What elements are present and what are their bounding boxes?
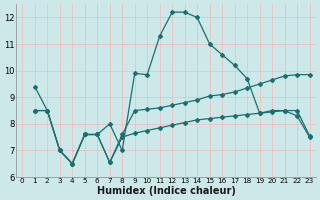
X-axis label: Humidex (Indice chaleur): Humidex (Indice chaleur) <box>97 186 236 196</box>
